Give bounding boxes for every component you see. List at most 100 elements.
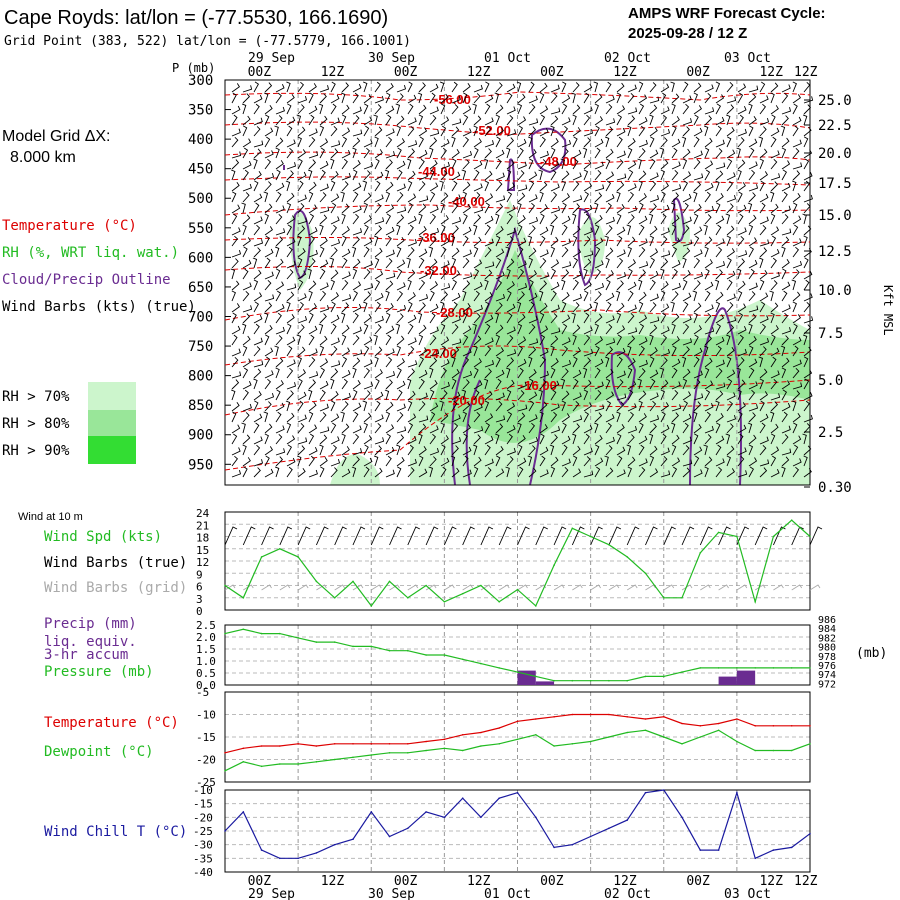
wind-barb (693, 136, 700, 148)
wind-barb (440, 323, 446, 335)
wind-barb (616, 302, 625, 313)
wind-barb (792, 215, 802, 225)
wind-barb (737, 258, 746, 269)
wind-barb (352, 159, 361, 170)
temperature-line-point (736, 718, 738, 720)
wind-barb (253, 444, 261, 456)
wind-barb (572, 392, 582, 401)
wind-barb (781, 107, 792, 115)
wind-barb (264, 279, 272, 291)
wind-barb (715, 116, 725, 126)
wind-barb (253, 292, 263, 302)
wind-barb (242, 389, 249, 401)
temp-ytick: -25 (196, 776, 216, 789)
hour-label-bottom: 00Z (394, 874, 418, 889)
wind-barb (385, 433, 391, 445)
wind-barb (561, 103, 568, 115)
wind-barb (704, 290, 711, 302)
wind-barb (352, 115, 360, 126)
wind-barb (363, 301, 368, 313)
wind-barb (418, 294, 429, 302)
wind-barb (659, 367, 665, 379)
wind-barb (506, 258, 515, 269)
date-label-top: 30 Sep (368, 51, 415, 66)
wind-barb (374, 445, 383, 456)
wind-barb (363, 390, 371, 401)
wind-barb (550, 304, 560, 313)
wind-barb (671, 138, 681, 148)
wind-barb (704, 115, 713, 126)
wind-barb (758, 136, 764, 148)
wind-barb (319, 183, 329, 192)
wind-barb (506, 129, 517, 137)
wind-barb (330, 314, 340, 324)
precip-ytick: 1.0 (196, 655, 216, 668)
wind-barb (539, 348, 549, 357)
wind-barb (286, 93, 295, 104)
wind-barb (385, 136, 393, 148)
wind-barb (616, 105, 626, 115)
wind-barb (528, 467, 537, 478)
wind-barb (638, 466, 646, 478)
wind-barb (605, 257, 610, 269)
grid-wind-barb (718, 584, 729, 591)
legend-wind-speed: Wind Spd (kts) (44, 529, 162, 545)
legend-wind-barbs-true: Wind Barbs (true) (44, 555, 187, 571)
wind-barb (605, 118, 616, 126)
wind-barb (395, 103, 401, 115)
wind-barb (693, 235, 700, 247)
wind-barb (715, 148, 723, 159)
wind-barb (737, 411, 743, 423)
wind-barb (429, 213, 437, 225)
grid-wind-barb (608, 584, 620, 591)
wind-barb (297, 293, 307, 302)
wind-barb (660, 137, 668, 148)
wind-barb (616, 235, 623, 247)
wind-barb (682, 180, 688, 192)
wind-barb (363, 246, 370, 258)
wind-barb (330, 458, 341, 467)
hour-label-bottom: 12Z (321, 874, 345, 889)
wind-barb (451, 118, 462, 126)
wind-barb (550, 290, 557, 302)
wind-barb (330, 103, 337, 115)
wind-barb (803, 414, 813, 423)
wind-barb (451, 414, 461, 423)
wind-barb (638, 180, 643, 192)
wind-barb (781, 160, 791, 170)
wind-barb (352, 389, 358, 401)
wind-barb (528, 126, 537, 137)
wind-barb (725, 213, 731, 225)
wind-barb (802, 213, 807, 225)
wind-barb (616, 312, 622, 324)
wind-barb (770, 92, 775, 104)
wind-barb (704, 357, 713, 368)
wind-barb (649, 334, 654, 346)
panel4-frame (224, 691, 811, 783)
wind-barb (231, 356, 239, 368)
wind-barb (594, 358, 604, 368)
wind-barb (572, 136, 578, 148)
wind-barb (418, 468, 428, 478)
wind-barb (572, 347, 581, 357)
wind-barb (308, 159, 317, 170)
height-axis-label: Kft MSL (881, 285, 895, 336)
wind-barb (726, 414, 737, 423)
wind-barb (660, 258, 669, 269)
wind-barb (341, 455, 347, 467)
wind-barb (572, 378, 579, 390)
wind-barb (604, 356, 610, 368)
wind-barb (638, 359, 648, 368)
wind-barb (363, 224, 369, 236)
wind-barb (308, 105, 318, 115)
wind-barb (308, 213, 315, 225)
wind-barb (241, 422, 246, 434)
wind-barb (396, 268, 403, 280)
wind-barb (616, 150, 626, 159)
wind-barb (704, 403, 714, 412)
wind-barb (704, 183, 714, 192)
hour-label-top: 12Z (613, 65, 637, 80)
wind-barb (407, 337, 417, 346)
pressure-tick: 400 (188, 132, 213, 148)
wind-barb (693, 173, 704, 181)
